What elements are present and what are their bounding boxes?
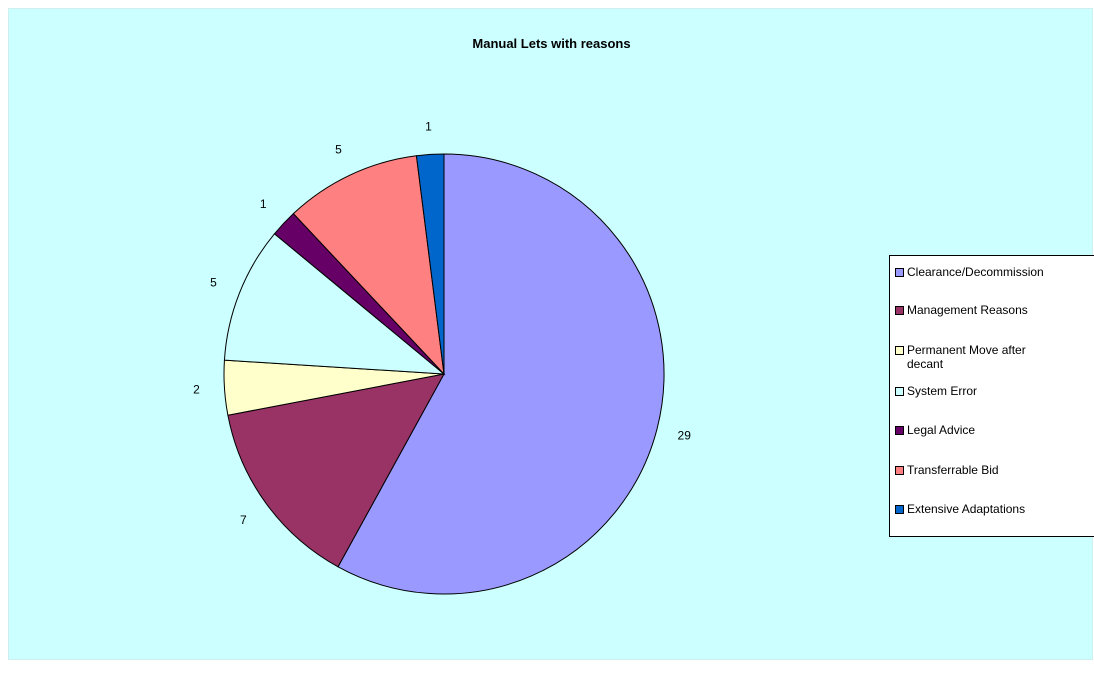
legend-item: Permanent Move after decant [895, 343, 1057, 371]
pie-slice [223, 233, 446, 375]
pie-slice [227, 373, 445, 568]
slice-value-label: 29 [678, 429, 692, 443]
legend-label: Management Reasons [907, 303, 1028, 317]
slice-value-label: 5 [335, 143, 342, 157]
slice-value-label: 1 [425, 119, 432, 133]
legend-item: Extensive Adaptations [895, 502, 1094, 516]
pie-chart: 29 7 2 5 1 5 1 [193, 119, 692, 595]
legend-item: Clearance/Decommission [895, 265, 1094, 279]
legend-swatch [895, 268, 904, 277]
pie-slice [337, 153, 665, 595]
slice-value-label: 5 [210, 276, 217, 290]
chart-area: Manual Lets with reasons 29 7 2 5 1 5 1 Cleara… [8, 8, 1094, 660]
legend-label: System Error [907, 384, 978, 398]
slice-value-label: 1 [260, 197, 267, 211]
legend-item: System Error [895, 384, 1094, 398]
chart-title: Manual Lets with reasons [472, 36, 631, 51]
legend-swatch [895, 426, 904, 435]
legend-label: Extensive Adaptations [907, 502, 1026, 516]
legend-item: Transferrable Bid [895, 463, 1094, 477]
legend-item: Management Reasons [895, 303, 1094, 317]
legend-swatch [895, 387, 904, 396]
slice-value-label: 2 [193, 383, 200, 397]
legend-item: Legal Advice [895, 423, 1094, 437]
slice-value-label: 7 [240, 513, 247, 527]
legend-label: Transferrable Bid [907, 463, 999, 477]
legend-swatch [895, 346, 904, 355]
pie-slice [415, 153, 445, 375]
legend-label: Permanent Move after decant [907, 343, 1026, 371]
pie-slice [292, 155, 445, 376]
legend-swatch [895, 505, 904, 514]
legend-label: Clearance/Decommission [907, 265, 1044, 279]
legend-swatch [895, 306, 904, 315]
chart-legend: Clearance/Decommission Management Reason… [889, 255, 1094, 537]
legend-label: Legal Advice [907, 423, 976, 437]
legend-swatch [895, 466, 904, 475]
